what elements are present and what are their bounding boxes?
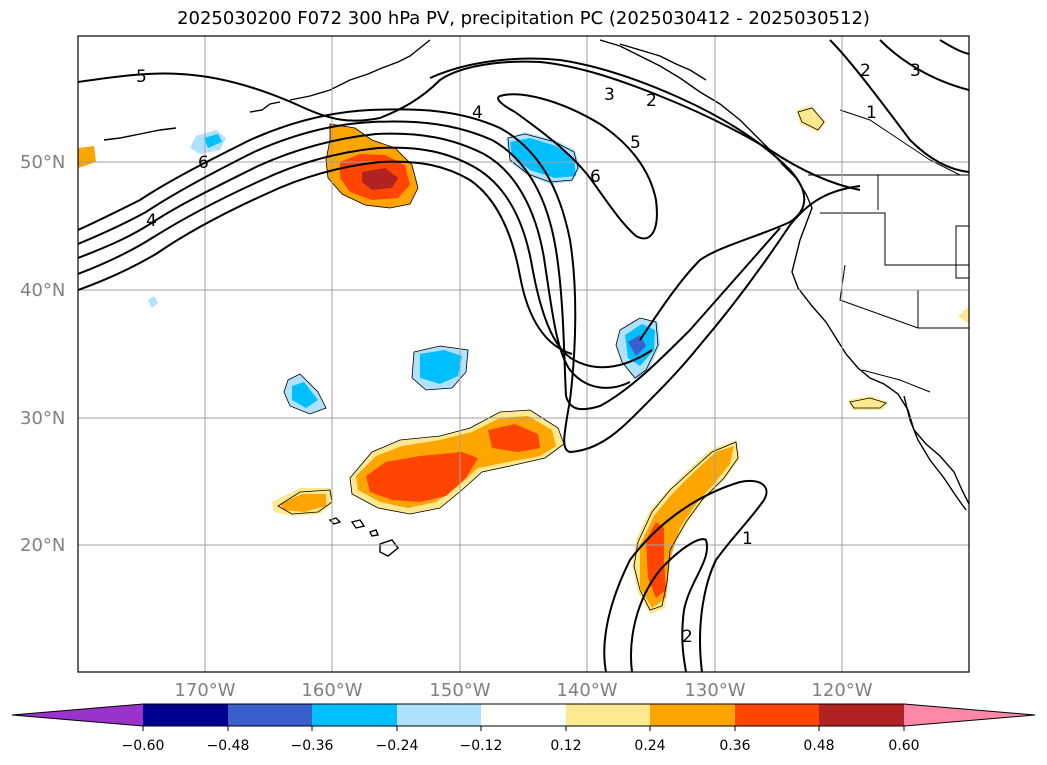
colorbar-tick-label: 0.24 <box>634 738 665 754</box>
coastlines <box>103 39 969 557</box>
colorbar-segment <box>650 704 735 726</box>
lat-label: 20°N <box>20 535 65 556</box>
contour-label: 2 <box>646 91 657 111</box>
lat-labels: 50°N 40°N 30°N 20°N <box>20 152 65 556</box>
colorbar-low-extend <box>12 704 143 726</box>
contour-label: 5 <box>136 67 147 87</box>
contour-labels: 5 6 4 4 3 2 5 6 2 3 1 1 2 <box>136 61 921 647</box>
colorbar-tick-label: −0.60 <box>122 738 165 754</box>
colorbar-tick-label: 0.12 <box>550 738 581 754</box>
colorbar-segment <box>143 704 228 726</box>
colorbar-tick-label: 0.60 <box>888 738 919 754</box>
colorbar-ticks <box>142 726 905 731</box>
colorbar-segment <box>228 704 312 726</box>
colorbar-tick-label: 0.48 <box>803 738 834 754</box>
graticule <box>78 36 969 672</box>
colorbar-segment <box>566 704 650 726</box>
plot-frame <box>77 35 970 673</box>
contour-label: 6 <box>590 167 601 187</box>
contour-label: 3 <box>604 85 615 105</box>
lon-label: 120°W <box>811 680 872 701</box>
lon-label: 150°W <box>429 680 490 701</box>
pv-contours <box>78 39 969 672</box>
lat-label: 30°N <box>20 408 65 429</box>
lat-label: 40°N <box>20 280 65 301</box>
colorbar-tick-label: 0.36 <box>719 738 750 754</box>
lon-label: 170°W <box>174 680 235 701</box>
colorbar-segment <box>397 704 481 726</box>
contour-label: 4 <box>146 211 157 231</box>
lon-label: 160°W <box>301 680 362 701</box>
colorbar-tick-labels: −0.60 −0.48 −0.36 −0.24 −0.12 0.12 0.24 … <box>122 738 920 754</box>
colorbar: −0.60 −0.48 −0.36 −0.24 −0.12 0.12 0.24 … <box>11 703 1036 754</box>
contour-label: 6 <box>198 153 209 173</box>
colorbar-tick-label: −0.24 <box>376 738 419 754</box>
contour-label: 5 <box>630 133 641 153</box>
contour-label: 4 <box>472 103 483 123</box>
contour-label: 2 <box>860 61 871 81</box>
contour-label: 2 <box>682 627 693 647</box>
colorbar-high-extend <box>904 704 1035 726</box>
colorbar-tick-label: −0.36 <box>291 738 334 754</box>
lon-label: 130°W <box>684 680 745 701</box>
colorbar-tick-label: −0.12 <box>460 738 503 754</box>
colorbar-segment <box>481 704 566 726</box>
map-title: 2025030200 F072 300 hPa PV, precipitatio… <box>177 8 870 29</box>
contour-label: 1 <box>866 103 877 123</box>
colorbar-tick-label: −0.48 <box>207 738 250 754</box>
colorbar-segment <box>735 704 819 726</box>
contour-label: 1 <box>742 529 753 549</box>
colorbar-segment <box>312 704 397 726</box>
colorbar-segment <box>819 704 904 726</box>
lon-labels: 170°W 160°W 150°W 140°W 130°W 120°W <box>174 680 872 701</box>
lat-label: 50°N <box>20 152 65 173</box>
contour-label: 3 <box>910 61 921 81</box>
shading-outlines <box>277 107 887 611</box>
lon-label: 140°W <box>556 680 617 701</box>
